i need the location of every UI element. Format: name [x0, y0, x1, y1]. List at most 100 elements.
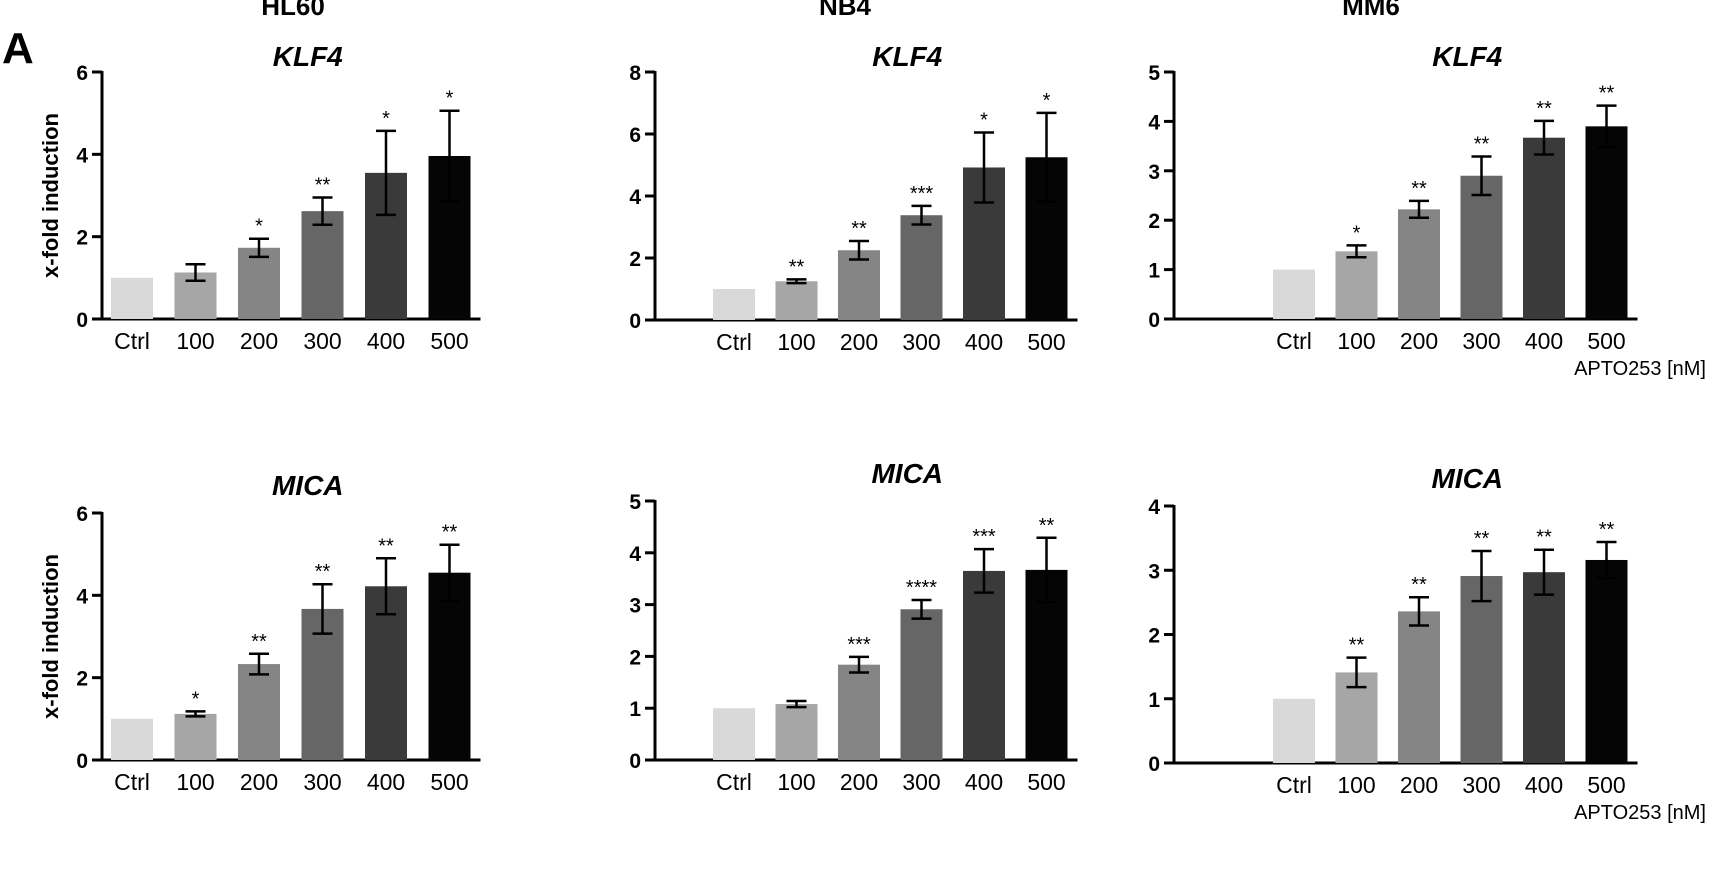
chart-5-category-label: 400 [965, 769, 1003, 795]
chart-3-significance: ** [1536, 98, 1552, 120]
chart-5-category-label: 300 [902, 769, 940, 795]
chart-4-category-label: 300 [303, 769, 341, 795]
chart-6-significance: ** [1536, 527, 1552, 549]
chart-5-significance: *** [972, 526, 996, 548]
chart-4-significance: ** [378, 535, 394, 557]
chart-5-y-tick-label: 4 [629, 543, 641, 566]
chart-5-y-tick-label: 1 [629, 698, 641, 721]
panel-label: A [2, 24, 34, 73]
chart-6-category-label: 300 [1462, 772, 1500, 798]
chart-2-category-label: 100 [777, 329, 815, 355]
chart-6-bar-ctrl [1273, 698, 1315, 763]
chart-5-category-label: 100 [777, 769, 815, 795]
chart-3-category-label: Ctrl [1276, 328, 1312, 354]
column-title-mm6: MM6 [1342, 0, 1400, 21]
chart-4-bar-ctrl [111, 718, 153, 760]
chart-1-category-label: 300 [303, 328, 341, 354]
chart-3-bar-ctrl [1273, 269, 1315, 319]
chart-3-category-label: 100 [1337, 328, 1375, 354]
chart-5-bar-100 [775, 704, 818, 760]
chart-5-significance: *** [847, 634, 871, 656]
chart-1-y-tick-label: 2 [76, 227, 88, 250]
chart-3-category-label: 200 [1400, 328, 1438, 354]
chart-6-y-tick-label: 1 [1148, 689, 1160, 712]
chart-1-bar-ctrl [111, 277, 153, 319]
chart-3-category-label: 300 [1462, 328, 1500, 354]
chart-5-title: MICA [871, 458, 943, 489]
chart-2-y-tick-label: 4 [629, 186, 641, 209]
chart-3-y-tick-label: 2 [1148, 210, 1160, 233]
chart-2-y-tick-label: 6 [629, 124, 641, 147]
chart-3-significance: ** [1411, 178, 1427, 200]
chart-3-significance: ** [1474, 133, 1490, 155]
chart-6-bar-500 [1585, 559, 1628, 763]
column-title-hl60: HL60 [261, 0, 325, 21]
column-title-nb4: NB4 [818, 0, 871, 21]
chart-3-significance: ** [1599, 83, 1615, 105]
chart-6-category-label: 400 [1525, 772, 1563, 798]
chart-3-category-label: 400 [1525, 328, 1563, 354]
chart-2-title: KLF4 [872, 41, 942, 72]
chart-2-category-label: 200 [840, 329, 878, 355]
chart-2-significance: * [1043, 90, 1051, 112]
chart-4-bar-500 [428, 572, 471, 760]
chart-1-category-label: 200 [240, 328, 278, 354]
chart-2-category-label: 300 [902, 329, 940, 355]
chart-2-bar-200 [838, 250, 880, 320]
chart-6-y-tick-label: 4 [1148, 496, 1160, 519]
chart-5-category-label: 500 [1027, 769, 1065, 795]
chart-5-category-label: 200 [840, 769, 878, 795]
chart-2-significance: ** [851, 218, 867, 240]
chart-4-significance: ** [442, 522, 458, 544]
chart-5-bar-200 [838, 664, 880, 760]
chart-2-significance: ** [789, 256, 805, 278]
chart-6-bar-200 [1398, 611, 1440, 763]
chart-4-category-label: 500 [430, 769, 468, 795]
chart-2-bar-300 [900, 215, 943, 320]
chart-3-bar-100 [1335, 251, 1378, 319]
chart-3-y-tick-label: 4 [1148, 111, 1160, 134]
chart-6-significance: ** [1411, 574, 1427, 596]
chart-3-y-tick-label: 3 [1148, 161, 1160, 184]
chart-5-y-tick-label: 3 [629, 595, 641, 618]
chart-6-significance: ** [1474, 528, 1490, 550]
chart-6-y-tick-label: 3 [1148, 560, 1160, 583]
chart-1-y-tick-label: 6 [76, 62, 88, 85]
chart-3-significance: * [1353, 222, 1361, 244]
chart-3-y-tick-label: 0 [1148, 309, 1160, 332]
chart-6-significance: ** [1349, 635, 1365, 657]
chart-3-title: KLF4 [1432, 41, 1502, 72]
chart-4-category-label: Ctrl [114, 769, 150, 795]
chart-2-y-tick-label: 2 [629, 248, 641, 271]
chart-1-significance: ** [315, 175, 331, 197]
chart-1-category-label: 100 [176, 328, 214, 354]
chart-4-category-label: 100 [176, 769, 214, 795]
chart-4-category-label: 200 [240, 769, 278, 795]
chart-3-bar-300 [1460, 175, 1503, 319]
chart-5-bar-300 [900, 609, 943, 760]
chart-6-bar-300 [1460, 576, 1503, 763]
chart-4-category-label: 400 [367, 769, 405, 795]
chart-6-x-label: APTO253 [nM] [1574, 802, 1706, 824]
chart-4-title: MICA [272, 470, 344, 501]
chart-1-significance: * [255, 216, 263, 238]
chart-6-category-label: 200 [1400, 772, 1438, 798]
chart-4-bar-100 [174, 713, 217, 760]
chart-2-bar-100 [775, 281, 818, 320]
chart-4-significance: * [192, 688, 200, 710]
chart-5-significance: **** [906, 577, 937, 599]
chart-3-x-label: APTO253 [nM] [1574, 358, 1706, 380]
chart-5-bar-400 [963, 570, 1005, 760]
chart-3-y-tick-label: 5 [1148, 62, 1160, 85]
chart-4-y-tick-label: 4 [76, 585, 88, 608]
chart-5-bar-ctrl [713, 708, 755, 760]
chart-1-title: KLF4 [273, 41, 343, 72]
chart-2-y-tick-label: 0 [629, 310, 641, 333]
chart-1-bar-200 [238, 247, 280, 319]
chart-5-y-tick-label: 0 [629, 750, 641, 773]
chart-4-y-label: x-fold induction [38, 554, 63, 719]
chart-1-y-label: x-fold induction [38, 113, 63, 278]
chart-2-significance: *** [910, 183, 934, 205]
